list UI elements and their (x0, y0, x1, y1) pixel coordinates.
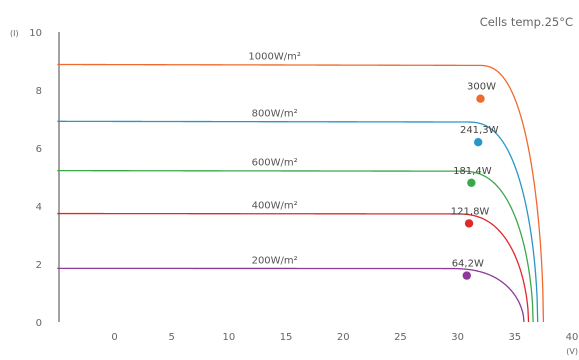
x-tick-label: 40 (566, 332, 579, 343)
mpp-marker (474, 138, 483, 147)
power-label: 121,8W (451, 206, 490, 217)
y-tick-label: 10 (29, 28, 42, 39)
y-tick-label: 4 (36, 202, 42, 213)
mpp-marker (464, 219, 474, 228)
power-label: 64,2W (452, 259, 484, 270)
mpp-marker (476, 94, 485, 103)
y-tick-label: 2 (36, 260, 42, 271)
x-tick-label: 30 (451, 332, 464, 343)
power-label: 241,3W (460, 125, 499, 136)
iv-curve-600 (57, 169, 534, 323)
x-tick-label: 20 (337, 332, 350, 343)
y-tick-label: 6 (36, 144, 42, 155)
mpp-marker (462, 271, 471, 280)
power-label: 181,4W (453, 166, 492, 177)
x-tick-label: 0 (111, 332, 117, 343)
x-tick-label: 15 (280, 332, 293, 343)
chart-title: Cells temp.25°C (480, 15, 573, 29)
irradiance-label: 1000W/m² (248, 51, 300, 62)
irradiance-label: 400W/m² (252, 201, 298, 212)
irradiance-label: 200W/m² (252, 255, 298, 266)
power-label: 300W (467, 82, 496, 93)
iv-curve-200 (57, 267, 525, 323)
y-axis-label: (I) (10, 29, 19, 38)
y-tick-label: 8 (36, 86, 42, 97)
mpp-marker (467, 178, 476, 187)
x-axis-label: (V) (566, 347, 578, 356)
iv-curve-400 (57, 212, 530, 323)
irradiance-label: 600W/m² (252, 158, 298, 169)
x-tick-label: 5 (169, 332, 175, 343)
iv-curve-800 (57, 120, 539, 323)
plot-area: 0 5 10 15 20 25 30 35 40 0 2 4 6 8 10 1000W/m² 300W 800W/… (29, 28, 578, 343)
x-tick-label: 10 (223, 332, 236, 343)
y-tick-label: 0 (36, 318, 42, 329)
x-tick-label: 25 (394, 332, 407, 343)
iv-curve-1000 (57, 63, 545, 323)
irradiance-label: 800W/m² (252, 108, 298, 119)
x-tick-label: 35 (508, 332, 521, 343)
